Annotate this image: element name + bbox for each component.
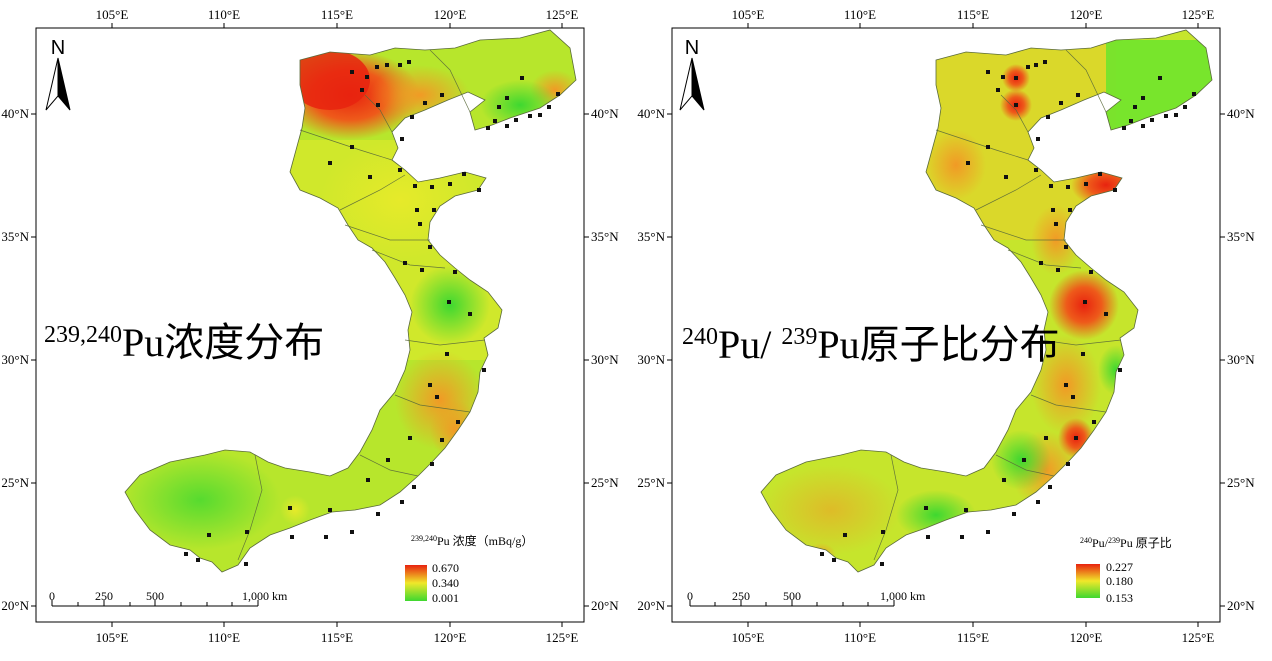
legend: 240Pu/239Pu 原子比 0.227 0.180 0.153 bbox=[1076, 536, 1172, 605]
lat-label: 40°N bbox=[637, 106, 665, 121]
lon-label: 125°E bbox=[546, 630, 579, 645]
lat-label: 30°N bbox=[1, 352, 29, 367]
lon-label: 110°E bbox=[844, 7, 876, 22]
scale-bar: 0 250 500 1,000 km bbox=[687, 589, 926, 607]
lat-label: 40°N bbox=[1227, 106, 1255, 121]
lat-label: 20°N bbox=[637, 598, 665, 613]
panel-title: 240Pu/ 239Pu原子比分布 bbox=[682, 322, 1060, 367]
lon-label: 120°E bbox=[434, 630, 467, 645]
lat-label: 40°N bbox=[1, 106, 29, 121]
lat-label: 20°N bbox=[591, 598, 619, 613]
lon-label: 115°E bbox=[321, 630, 353, 645]
lon-label: 105°E bbox=[732, 630, 765, 645]
ratio-map: 105°E 110°E 115°E 120°E 125°E 105°E 110°… bbox=[637, 7, 1255, 645]
lat-label: 20°N bbox=[1, 598, 29, 613]
legend-min: 0.153 bbox=[1106, 591, 1133, 605]
scale-label: 500 bbox=[146, 589, 164, 603]
legend-title: 240Pu/239Pu 原子比 bbox=[1080, 536, 1172, 550]
lon-label: 120°E bbox=[1070, 630, 1103, 645]
scale-label: 1,000 km bbox=[880, 589, 926, 603]
lon-ticks-bottom: 105°E 110°E 115°E 120°E 125°E bbox=[96, 622, 579, 645]
legend-color-ramp bbox=[1076, 564, 1100, 598]
lon-label: 105°E bbox=[96, 7, 129, 22]
lat-label: 25°N bbox=[1, 475, 29, 490]
scale-label: 250 bbox=[95, 589, 113, 603]
lon-label: 105°E bbox=[96, 630, 129, 645]
scale-label: 1,000 km bbox=[242, 589, 288, 603]
north-arrow-icon: N bbox=[45, 37, 71, 111]
lat-ticks-left: 40°N 35°N 30°N 25°N 20°N bbox=[637, 106, 672, 613]
lon-label: 125°E bbox=[1182, 7, 1215, 22]
legend-mid: 0.340 bbox=[432, 576, 459, 590]
lat-label: 20°N bbox=[1227, 598, 1255, 613]
legend: 239,240Pu 浓度（mBq/g） 0.670 0.340 0.001 bbox=[405, 533, 533, 605]
lon-ticks-bottom: 105°E 110°E 115°E 120°E 125°E bbox=[732, 622, 1215, 645]
lat-label: 35°N bbox=[1227, 229, 1255, 244]
lon-label: 120°E bbox=[1070, 7, 1103, 22]
scale-label: 0 bbox=[687, 589, 693, 603]
lat-ticks-right: 40°N 35°N 30°N 25°N 20°N bbox=[1220, 106, 1255, 613]
legend-max: 0.670 bbox=[432, 561, 459, 575]
lon-label: 115°E bbox=[957, 7, 989, 22]
scale-label: 250 bbox=[732, 589, 750, 603]
lon-ticks-top: 105°E 110°E 115°E 120°E 125°E bbox=[732, 7, 1215, 28]
ratio-map-panel: 105°E 110°E 115°E 120°E 125°E 105°E 110°… bbox=[636, 0, 1272, 661]
lat-label: 25°N bbox=[591, 475, 619, 490]
lon-ticks-top: 105°E 110°E 115°E 120°E 125°E bbox=[96, 7, 579, 28]
scale-label: 500 bbox=[783, 589, 801, 603]
lat-label: 35°N bbox=[637, 229, 665, 244]
svg-text:N: N bbox=[685, 37, 699, 59]
scale-label: 0 bbox=[49, 589, 55, 603]
lat-label: 35°N bbox=[591, 229, 619, 244]
lon-label: 125°E bbox=[1182, 630, 1215, 645]
legend-max: 0.227 bbox=[1106, 560, 1133, 574]
lon-label: 120°E bbox=[434, 7, 467, 22]
scale-bar: 0 250 500 1,000 km bbox=[49, 589, 288, 607]
lon-label: 125°E bbox=[546, 7, 579, 22]
north-arrow-icon: N bbox=[679, 37, 705, 111]
lon-label: 110°E bbox=[208, 7, 240, 22]
concentration-map-panel: 105°E 110°E 115°E 120°E 125°E 105°E 110°… bbox=[1, 7, 619, 645]
lat-label: 25°N bbox=[1227, 475, 1255, 490]
lon-label: 115°E bbox=[321, 7, 353, 22]
lon-label: 110°E bbox=[844, 630, 876, 645]
lat-ticks-right: 40°N 35°N 30°N 25°N 20°N bbox=[584, 106, 619, 613]
concentration-map: 105°E 110°E 115°E 120°E 125°E 105°E 110°… bbox=[1, 7, 619, 645]
lat-label: 30°N bbox=[591, 352, 619, 367]
sampling-sites bbox=[820, 60, 1196, 566]
lat-label: 25°N bbox=[637, 475, 665, 490]
legend-color-ramp bbox=[405, 565, 427, 601]
lat-label: 30°N bbox=[1227, 352, 1255, 367]
panel-title: 239,240Pu浓度分布 bbox=[44, 320, 324, 365]
lat-ticks-left: 40°N 35°N 30°N 25°N 20°N bbox=[1, 106, 36, 613]
lon-label: 115°E bbox=[957, 630, 989, 645]
legend-min: 0.001 bbox=[432, 591, 459, 605]
legend-mid: 0.180 bbox=[1106, 574, 1133, 588]
lon-label: 110°E bbox=[208, 630, 240, 645]
lat-label: 30°N bbox=[637, 352, 665, 367]
lon-label: 105°E bbox=[732, 7, 765, 22]
legend-title: 239,240Pu 浓度（mBq/g） bbox=[411, 533, 533, 548]
lat-label: 40°N bbox=[591, 106, 619, 121]
lat-label: 35°N bbox=[1, 229, 29, 244]
svg-text:N: N bbox=[51, 37, 65, 59]
sampling-sites bbox=[184, 60, 560, 566]
